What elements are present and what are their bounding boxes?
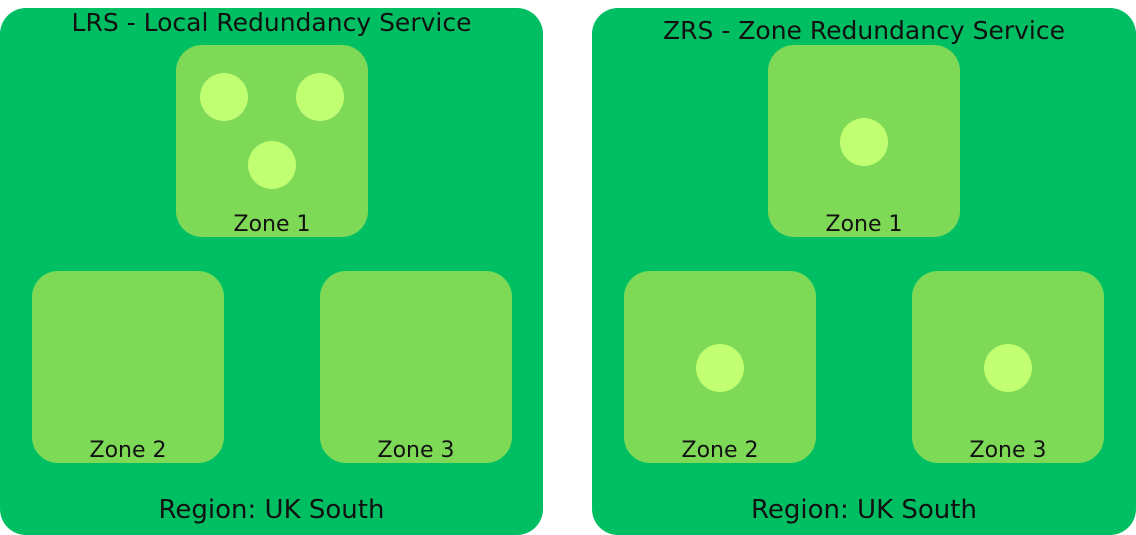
lrs-zone-1: Zone 1 [176, 45, 368, 237]
zrs-title: ZRS - Zone Redundancy Service [663, 16, 1065, 45]
zone-label: Zone 1 [233, 212, 311, 237]
lrs-region-label: Region: UK South [158, 495, 385, 525]
zrs-region-label: Region: UK South [751, 495, 977, 525]
replica-dot [200, 73, 248, 121]
zrs-region-panel: ZRS - Zone Redundancy Service Zone 1 Zon… [592, 8, 1136, 535]
lrs-zone-2: Zone 2 [32, 271, 224, 463]
zrs-zone-2: Zone 2 [624, 271, 816, 463]
zone-label: Zone 1 [825, 212, 903, 237]
replica-dot [840, 118, 888, 166]
zrs-zone-3: Zone 3 [912, 271, 1104, 463]
zrs-zone-1: Zone 1 [768, 45, 960, 237]
replica-dot [984, 344, 1032, 392]
lrs-title: LRS - Local Redundancy Service [71, 8, 472, 37]
replica-dot [248, 141, 296, 189]
zone-label: Zone 2 [89, 438, 167, 463]
zone-label: Zone 3 [969, 438, 1047, 463]
zone-label: Zone 2 [681, 438, 759, 463]
replica-dot [696, 344, 744, 392]
replica-dot [296, 73, 344, 121]
zone-label: Zone 3 [377, 438, 455, 463]
lrs-region-panel: LRS - Local Redundancy Service Zone 1 Zo… [0, 8, 543, 535]
lrs-zone-3: Zone 3 [320, 271, 512, 463]
